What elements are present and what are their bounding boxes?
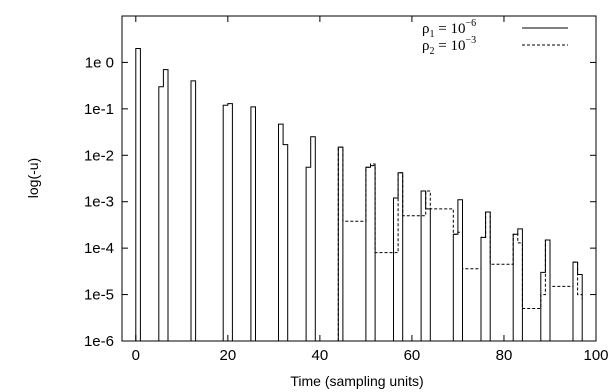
legend-label-rho2: ρ2 = 10−3 — [422, 35, 476, 57]
legend: ρ1 = 10−6 ρ2 = 10−3 — [422, 18, 568, 57]
y-tick-label: 1e-3 — [84, 194, 114, 211]
legend-label-rho1: ρ1 = 10−6 — [422, 18, 476, 40]
plot-frame — [121, 15, 597, 342]
y-tick-label: 1e-2 — [84, 147, 114, 164]
y-tick-label: 1e 0 — [85, 54, 114, 71]
y-tick-label: 1e-5 — [84, 287, 114, 304]
y-tick-label: 1e-1 — [84, 101, 114, 118]
x-axis: 0 20 40 60 80 100 — [132, 16, 609, 364]
x-tick-label: 60 — [404, 347, 421, 364]
x-tick-label: 40 — [312, 347, 329, 364]
x-tick-label: 100 — [583, 347, 608, 364]
y-axis-label: log(-u) — [25, 158, 41, 198]
y-axis: 1e-6 1e-5 1e-4 1e-3 1e-2 1e-1 1e 0 — [84, 54, 596, 350]
y-tick-label: 1e-6 — [84, 333, 114, 350]
x-tick-label: 0 — [132, 347, 140, 364]
series-layer — [135, 48, 583, 342]
x-axis-label: Time (sampling units) — [290, 373, 423, 389]
x-tick-label: 80 — [496, 347, 513, 364]
series-rho1-solid-line — [135, 48, 583, 342]
y-tick-label: 1e-4 — [84, 240, 114, 257]
x-tick-label: 20 — [220, 347, 237, 364]
